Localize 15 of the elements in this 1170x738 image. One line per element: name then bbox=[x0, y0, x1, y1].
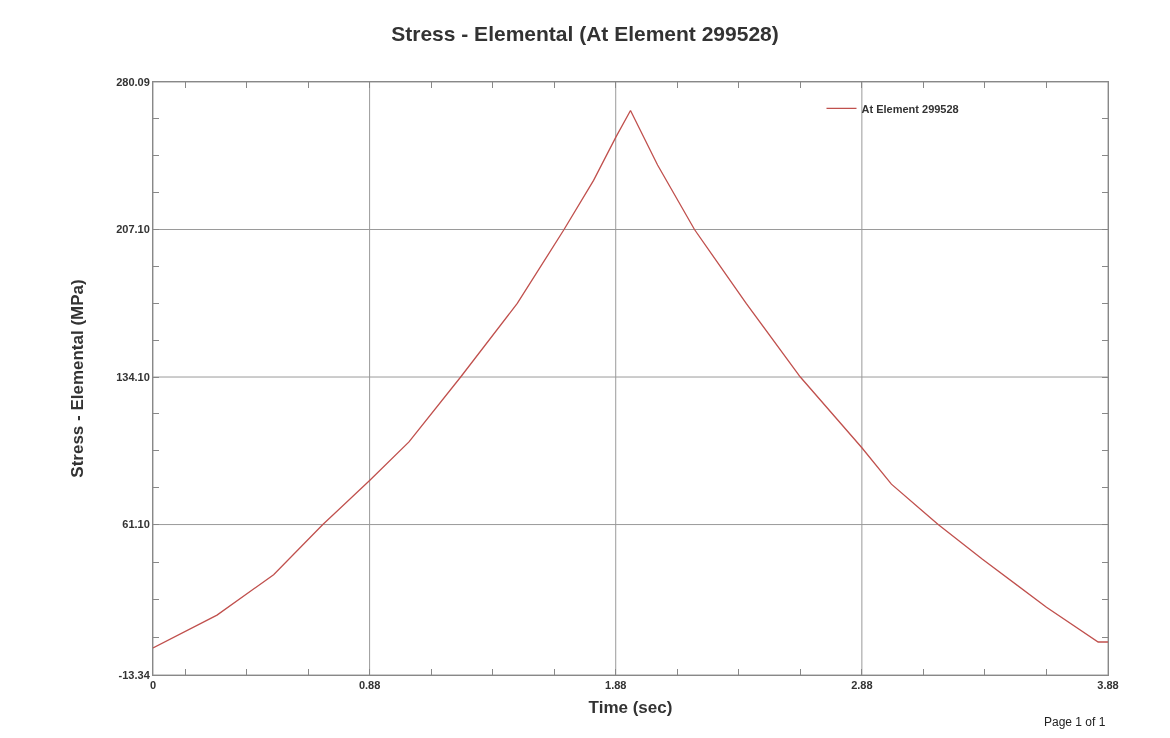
y-tick-label: 61.10 bbox=[122, 518, 150, 531]
y-tick-label: 207.10 bbox=[116, 223, 150, 236]
x-tick-label: 3.88 bbox=[1097, 679, 1119, 692]
x-axis-title: Time (sec) bbox=[588, 697, 673, 717]
chart-title: Stress - Elemental (At Element 299528) bbox=[391, 21, 779, 45]
x-tick-label: 2.88 bbox=[851, 679, 873, 692]
x-tick-label: 0 bbox=[149, 679, 157, 692]
y-tick-label: -13.34 bbox=[118, 668, 151, 681]
x-tick-label: 0.88 bbox=[358, 679, 381, 692]
text: Page 1 of 1 bbox=[1044, 715, 1106, 729]
y-tick-label: 134.10 bbox=[116, 370, 150, 383]
x-tick-label: 1.88 bbox=[605, 679, 627, 692]
y-tick-label: 280.09 bbox=[116, 75, 150, 88]
legend-label: At Element 299528 bbox=[861, 102, 959, 115]
y-axis-title: Stress - Elemental (MPa) bbox=[67, 279, 87, 478]
